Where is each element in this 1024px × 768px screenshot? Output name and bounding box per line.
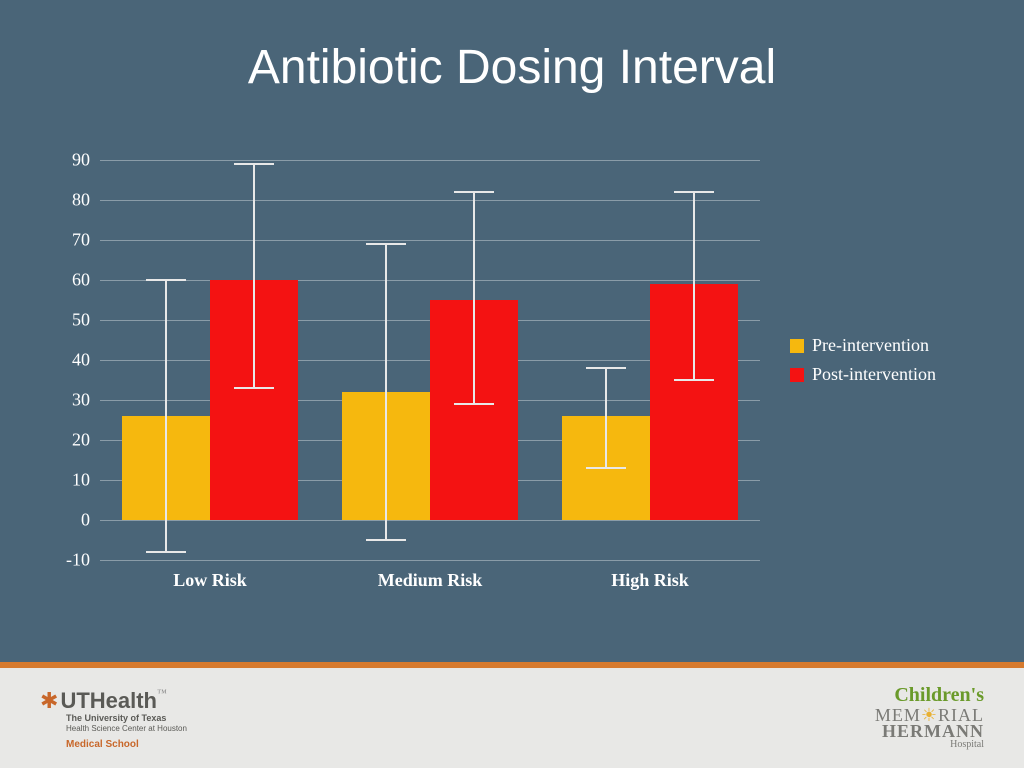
error-bar <box>253 164 255 388</box>
error-cap <box>674 379 714 381</box>
y-tick-label: 60 <box>50 270 90 291</box>
x-tick-label: Medium Risk <box>320 570 540 591</box>
error-cap <box>234 387 274 389</box>
y-tick-label: 70 <box>50 230 90 251</box>
error-cap <box>674 191 714 193</box>
error-bar <box>605 368 607 468</box>
gridline <box>100 240 760 241</box>
childrens-logo: Children's MEM☀RIAL HERMANN Hospital <box>875 684 984 750</box>
plot-area <box>100 160 760 560</box>
y-tick-label: 0 <box>50 510 90 531</box>
uthealth-icon: ✱ <box>40 688 58 714</box>
uthealth-logo: ✱UTHealth™ The University of Texas Healt… <box>40 688 187 750</box>
legend-label: Post-intervention <box>812 364 936 385</box>
error-cap <box>234 163 274 165</box>
y-tick-label: 20 <box>50 430 90 451</box>
y-tick-label: 80 <box>50 190 90 211</box>
legend-swatch-icon <box>790 368 804 382</box>
gridline <box>100 520 760 521</box>
x-tick-label: Low Risk <box>100 570 320 591</box>
childrens-bot1: HERMANN <box>875 723 984 739</box>
error-bar <box>473 192 475 404</box>
y-tick-label: 30 <box>50 390 90 411</box>
uthealth-sub2: Health Science Center at Houston <box>66 724 187 733</box>
legend-swatch-icon <box>790 339 804 353</box>
legend: Pre-intervention Post-intervention <box>790 335 936 393</box>
childrens-top: Children's <box>875 684 984 707</box>
uthealth-med: Medical School <box>66 739 187 750</box>
y-tick-label: 90 <box>50 150 90 171</box>
x-tick-label: High Risk <box>540 570 760 591</box>
legend-item: Pre-intervention <box>790 335 936 356</box>
error-bar <box>385 244 387 540</box>
gridline <box>100 200 760 201</box>
y-tick-label: -10 <box>50 550 90 571</box>
y-tick-label: 50 <box>50 310 90 331</box>
error-cap <box>146 279 186 281</box>
slide: Antibiotic Dosing Interval -10 0 10 20 30 40 5… <box>0 0 1024 768</box>
error-bar <box>693 192 695 380</box>
error-cap <box>586 367 626 369</box>
chart: -10 0 10 20 30 40 50 60 70 80 90 Low RiskMedium Ri… <box>50 150 780 610</box>
uthealth-sub1: The University of Texas <box>66 714 187 724</box>
gridline <box>100 560 760 561</box>
footer: ✱UTHealth™ The University of Texas Healt… <box>0 668 1024 768</box>
error-cap <box>454 403 494 405</box>
slide-title: Antibiotic Dosing Interval <box>0 40 1024 95</box>
error-cap <box>366 539 406 541</box>
gridline <box>100 160 760 161</box>
error-cap <box>366 243 406 245</box>
y-tick-label: 40 <box>50 350 90 371</box>
uthealth-name: UTHealth <box>60 688 157 714</box>
legend-label: Pre-intervention <box>812 335 929 356</box>
y-tick-label: 10 <box>50 470 90 491</box>
error-cap <box>586 467 626 469</box>
error-bar <box>165 280 167 552</box>
legend-item: Post-intervention <box>790 364 936 385</box>
error-cap <box>454 191 494 193</box>
gridline <box>100 280 760 281</box>
error-cap <box>146 551 186 553</box>
